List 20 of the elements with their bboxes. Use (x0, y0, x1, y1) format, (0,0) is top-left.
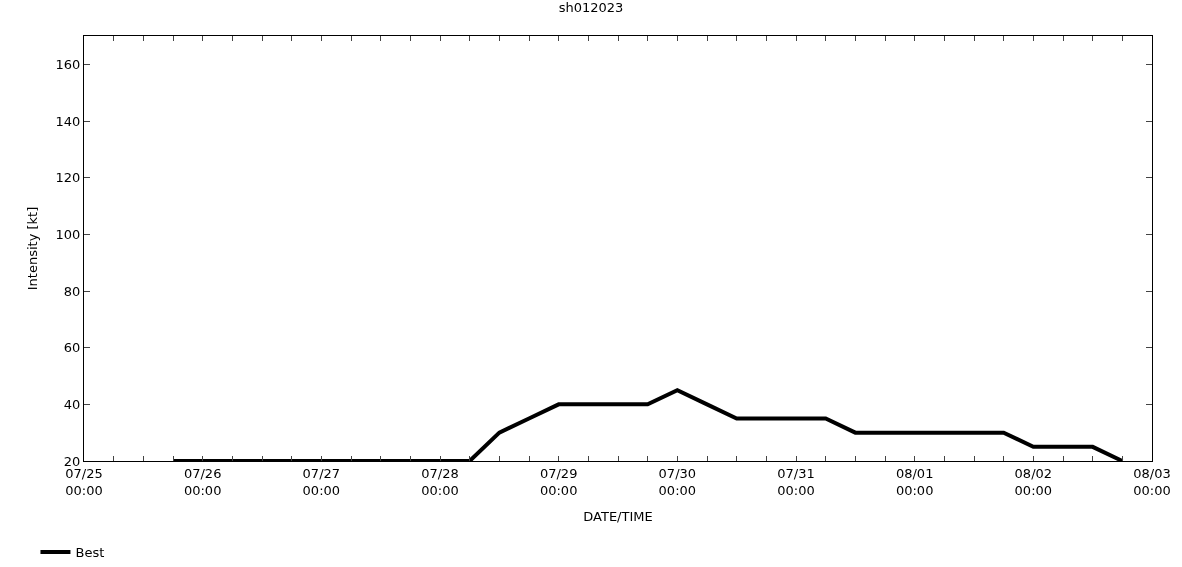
x-tick-label: 07/27 00:00 (302, 465, 341, 498)
x-tick-label: 07/26 00:00 (183, 465, 222, 498)
y-tick-label: 140 (55, 113, 81, 129)
y-tick-label: 40 (63, 396, 81, 412)
x-tick-label: 08/03 00:00 (1133, 465, 1171, 498)
x-tick-label: 07/31 00:00 (777, 465, 815, 498)
x-tick-label: 07/29 00:00 (539, 465, 578, 498)
x-tick-label: 08/01 00:00 (895, 465, 934, 498)
y-tick-label: 120 (55, 170, 81, 186)
y-tick-label: 160 (55, 56, 81, 72)
legend-label: Best (75, 545, 105, 561)
y-tick-label: 100 (55, 226, 81, 242)
x-tick-label: 07/28 00:00 (421, 465, 459, 498)
y-tick-label: 60 (63, 340, 81, 356)
y-axis-title: Intensity [kt] (24, 206, 40, 291)
x-axis-title: DATE/TIME (583, 509, 653, 525)
x-tick-label: 08/02 00:00 (1014, 465, 1053, 498)
y-tick-label: 80 (63, 283, 81, 299)
chart-title: sh012023 (558, 0, 624, 15)
x-tick-label: 07/30 00:00 (658, 465, 697, 498)
